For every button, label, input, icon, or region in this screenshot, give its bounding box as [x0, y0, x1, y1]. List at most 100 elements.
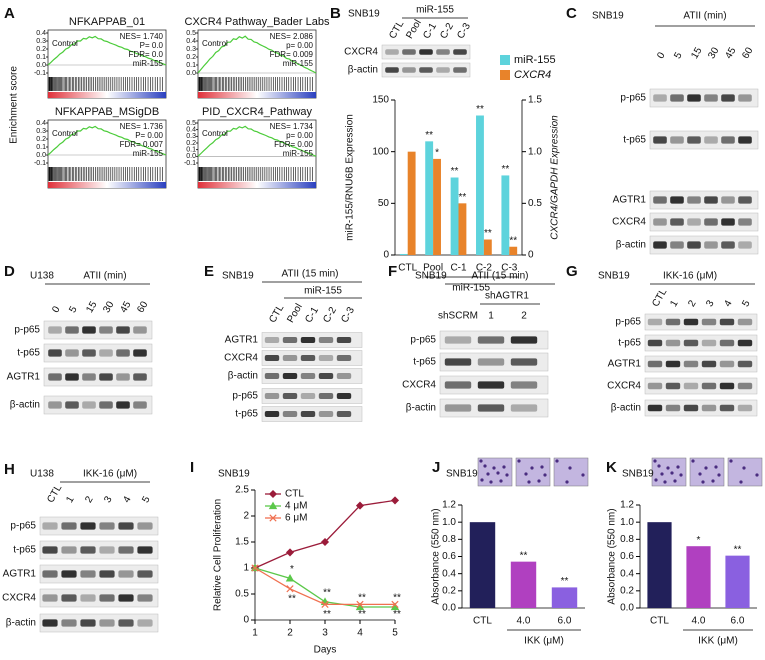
micrograph: [651, 457, 687, 487]
legend-label: CTL: [285, 489, 304, 500]
row-label: AGTR1: [7, 372, 41, 383]
y-axis-label: Absorbance (550 nm): [431, 508, 442, 604]
row-label: t-p65: [413, 357, 436, 368]
row-label: t-p65: [623, 135, 646, 146]
stat: FDR= 0.00: [274, 140, 313, 149]
band: [510, 381, 538, 389]
legend-label: miR-155: [514, 54, 556, 66]
band: [300, 337, 316, 343]
band: [719, 382, 735, 390]
significance: **: [288, 593, 296, 604]
band: [99, 594, 115, 602]
band: [436, 49, 450, 55]
y-tick-label: 0.0: [620, 603, 634, 614]
band: [137, 570, 153, 578]
lane-label: 15: [689, 45, 704, 61]
stat: FDR= 0.009: [270, 50, 314, 59]
bar: [510, 561, 537, 608]
micrograph: [689, 457, 725, 487]
y-tick-label: 2.5: [235, 485, 249, 496]
band: [318, 393, 334, 399]
band: [647, 360, 663, 368]
band: [133, 373, 147, 381]
band: [300, 355, 316, 361]
cell-stain: [704, 466, 708, 470]
band: [477, 404, 505, 412]
y-tick-label: 1.5: [528, 95, 542, 106]
lane-label: 5: [672, 50, 685, 61]
significance: **: [734, 544, 742, 555]
legend-swatch: [500, 70, 510, 80]
chart-title: SNB19: [446, 469, 478, 480]
lane-label: 2: [83, 494, 96, 505]
band: [453, 67, 467, 73]
treatment: IKK-16 (μM): [663, 271, 717, 282]
group-label: miR-155: [304, 286, 342, 297]
row-label: t-p65: [17, 348, 40, 359]
y-tick-label: 0.3: [186, 133, 196, 140]
panel-label: B: [330, 5, 341, 22]
band: [444, 404, 472, 412]
bar: [399, 253, 408, 255]
y-tick-label: 2: [243, 511, 249, 522]
panel-label: C: [566, 5, 577, 22]
band: [385, 49, 399, 55]
micrograph: [553, 457, 589, 487]
band: [719, 318, 735, 326]
cell-stain: [711, 479, 715, 483]
row-label: p-p65: [10, 521, 36, 532]
legend-label: 4 μM: [285, 501, 307, 512]
cell-line: U138: [30, 271, 54, 282]
band: [48, 349, 62, 357]
right-label: miR-155: [283, 149, 314, 158]
band: [133, 401, 147, 409]
band: [336, 411, 352, 417]
band: [653, 136, 667, 144]
cell-stain: [565, 480, 569, 484]
band: [118, 594, 134, 602]
significance: **: [323, 609, 331, 620]
lane-label: shSCRM: [438, 311, 478, 322]
cell-stain: [486, 472, 490, 476]
band: [701, 382, 717, 390]
treatment: ATII (15 min): [281, 269, 338, 280]
y-axis-label: Enrichment score: [9, 66, 20, 144]
group-label: IKK (μM): [524, 636, 564, 647]
band: [137, 619, 153, 627]
band: [737, 404, 753, 412]
row-label: β-actin: [6, 618, 36, 629]
band: [510, 404, 538, 412]
band: [48, 373, 62, 381]
band: [118, 570, 134, 578]
band: [133, 326, 147, 334]
band: [118, 619, 134, 627]
significance: **: [451, 166, 459, 177]
bar: [686, 546, 711, 608]
y2-axis-label: CXCR4/GAPDH Expression: [550, 115, 561, 240]
y-tick-label: 0.0: [442, 603, 456, 614]
lane-label: 45: [118, 299, 133, 315]
significance: **: [323, 587, 331, 598]
bar: [450, 177, 459, 255]
cell-stain: [729, 459, 733, 463]
bar: [469, 522, 496, 608]
plot-title: NFKAPPAB_01: [69, 16, 145, 28]
band: [510, 336, 538, 344]
bar: [425, 141, 434, 255]
significance: *: [290, 564, 294, 575]
y-tick-label: 0.5: [235, 589, 249, 600]
band: [687, 241, 701, 249]
band: [385, 67, 399, 73]
panel-label: K: [606, 459, 617, 476]
band: [99, 619, 115, 627]
y-tick-label: 0.0: [36, 152, 46, 159]
lane-label: 30: [101, 299, 116, 315]
significance: **: [476, 104, 484, 115]
panel-label: D: [4, 263, 15, 280]
cell-stain: [698, 472, 702, 476]
row-label: p-p65: [232, 391, 258, 402]
band: [647, 382, 663, 390]
band: [721, 196, 735, 204]
blot-strip: [649, 235, 759, 255]
lane-label: 4: [722, 298, 735, 309]
